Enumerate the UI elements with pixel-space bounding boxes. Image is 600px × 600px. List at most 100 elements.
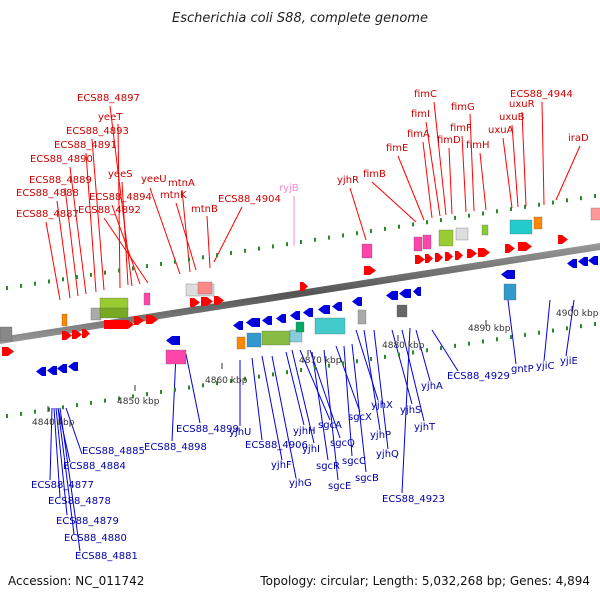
gene-arrow[interactable]	[233, 321, 243, 330]
gene-arrow[interactable]	[36, 367, 46, 376]
gene-label[interactable]: ECS88_4897	[77, 93, 140, 104]
gene-box[interactable]	[61, 313, 68, 327]
gene-arrow[interactable]	[558, 235, 568, 244]
gene-label[interactable]: ECS88_4888	[16, 188, 79, 199]
gene-arrow[interactable]	[201, 297, 213, 306]
gene-label[interactable]: yjhQ	[376, 449, 399, 460]
gene-label[interactable]: ECS88_4889	[29, 175, 92, 186]
gene-arrow[interactable]	[435, 253, 443, 262]
gene-label[interactable]: sgcC	[342, 456, 366, 467]
gene-arrow[interactable]	[588, 256, 598, 265]
gene-box[interactable]	[197, 281, 213, 295]
gene-label[interactable]: ECS88_4881	[75, 551, 138, 562]
gene-label[interactable]: yjhG	[289, 478, 312, 489]
gene-box[interactable]	[357, 309, 367, 325]
gene-arrow[interactable]	[214, 296, 224, 305]
gene-label[interactable]: uxuA	[488, 125, 514, 136]
gene-label[interactable]: fimE	[386, 143, 408, 154]
gene-label[interactable]: fimC	[414, 89, 437, 100]
gene-label[interactable]: sgcB	[355, 473, 379, 484]
gene-features[interactable]	[0, 207, 600, 376]
gene-arrow[interactable]	[134, 316, 144, 325]
gene-label[interactable]: gntP	[511, 364, 534, 375]
gene-arrow[interactable]	[505, 244, 515, 253]
gene-label[interactable]: ECS88_4906	[245, 440, 308, 451]
gene-label[interactable]: fimD	[437, 135, 461, 146]
gene-box[interactable]	[236, 336, 246, 350]
gene-label[interactable]: ECS88_4944	[510, 89, 573, 100]
gene-label[interactable]: ECS88_4879	[56, 516, 119, 527]
gene-label[interactable]: mtnK	[160, 190, 187, 201]
gene-box[interactable]	[246, 332, 262, 348]
gene-label[interactable]: ECS88_4887	[16, 209, 79, 220]
gene-arrow[interactable]	[467, 249, 477, 258]
gene-arrow[interactable]	[190, 298, 200, 307]
gene-box[interactable]	[396, 304, 408, 318]
gene-box[interactable]	[314, 317, 346, 335]
gene-label[interactable]: fimB	[363, 169, 386, 180]
gene-box[interactable]	[590, 207, 600, 221]
gene-label[interactable]: ECS88_4898	[144, 442, 207, 453]
gene-label[interactable]: fimI	[411, 109, 430, 120]
gene-label[interactable]: sgcX	[348, 412, 372, 423]
gene-label[interactable]: yeeS	[108, 169, 133, 180]
gene-arrow[interactable]	[364, 266, 376, 275]
gene-arrow[interactable]	[415, 255, 425, 264]
gene-label[interactable]: ECS88_4890	[30, 154, 93, 165]
gene-arrow[interactable]	[332, 302, 342, 311]
gene-box[interactable]	[422, 234, 432, 250]
gene-arrow[interactable]	[57, 364, 67, 373]
gene-label[interactable]: yjhI	[302, 444, 320, 455]
gene-arrow[interactable]	[578, 257, 588, 266]
gene-box[interactable]	[533, 216, 543, 230]
gene-arrow[interactable]	[166, 336, 180, 345]
gene-label[interactable]: yjiC	[536, 361, 554, 372]
gene-arrow[interactable]	[290, 311, 300, 320]
gene-label[interactable]: mtnB	[191, 204, 218, 215]
gene-label[interactable]: sgcR	[316, 461, 340, 472]
gene-label[interactable]: yeeT	[98, 112, 123, 123]
gene-label[interactable]: fimA	[407, 129, 430, 140]
gene-box[interactable]	[509, 219, 533, 235]
gene-arrow[interactable]	[478, 248, 490, 257]
gene-arrow[interactable]	[303, 308, 313, 317]
gene-label[interactable]: ECS88_4904	[218, 194, 281, 205]
gene-label[interactable]: sgcE	[328, 481, 351, 492]
gene-label[interactable]: iraD	[568, 133, 589, 144]
gene-box[interactable]	[455, 227, 469, 241]
gene-box[interactable]	[361, 243, 373, 259]
gene-label[interactable]: yjhS	[400, 405, 421, 416]
gene-arrow[interactable]	[300, 282, 308, 291]
gene-box[interactable]	[90, 307, 102, 321]
gene-arrow[interactable]	[68, 362, 78, 371]
gene-arrow[interactable]	[262, 316, 272, 325]
gene-label[interactable]: ECS88_4884	[63, 461, 126, 472]
gene-box[interactable]	[261, 330, 291, 346]
gene-label[interactable]: yjhA	[421, 381, 443, 392]
gene-box[interactable]	[503, 283, 517, 301]
gene-arrow[interactable]	[146, 315, 158, 324]
gene-arrow[interactable]	[246, 318, 260, 327]
gene-arrow[interactable]	[455, 251, 463, 260]
gene-arrow[interactable]	[413, 287, 421, 296]
gene-arrow[interactable]	[104, 320, 134, 329]
gene-label[interactable]: ryjB	[279, 183, 299, 194]
gene-box[interactable]	[413, 236, 423, 252]
gene-label[interactable]: yjhX	[371, 400, 393, 411]
gene-label[interactable]: ECS88_4899	[176, 424, 239, 435]
gene-label[interactable]: ECS88_4885	[82, 446, 145, 457]
gene-box[interactable]	[0, 326, 13, 342]
gene-label[interactable]: ECS88_4880	[64, 533, 127, 544]
gene-arrow[interactable]	[399, 289, 411, 298]
gene-label[interactable]: ECS88_4893	[66, 126, 129, 137]
gene-box[interactable]	[295, 321, 305, 333]
gene-label[interactable]: yjhU	[229, 427, 251, 438]
gene-arrow[interactable]	[425, 254, 433, 263]
gene-label[interactable]: ECS88_4891	[54, 140, 117, 151]
gene-box[interactable]	[99, 307, 129, 319]
gene-label[interactable]: uxuR	[509, 99, 535, 110]
gene-label[interactable]: yjhH	[293, 426, 316, 437]
gene-box[interactable]	[438, 229, 454, 247]
gene-label[interactable]: ECS88_4878	[48, 496, 111, 507]
